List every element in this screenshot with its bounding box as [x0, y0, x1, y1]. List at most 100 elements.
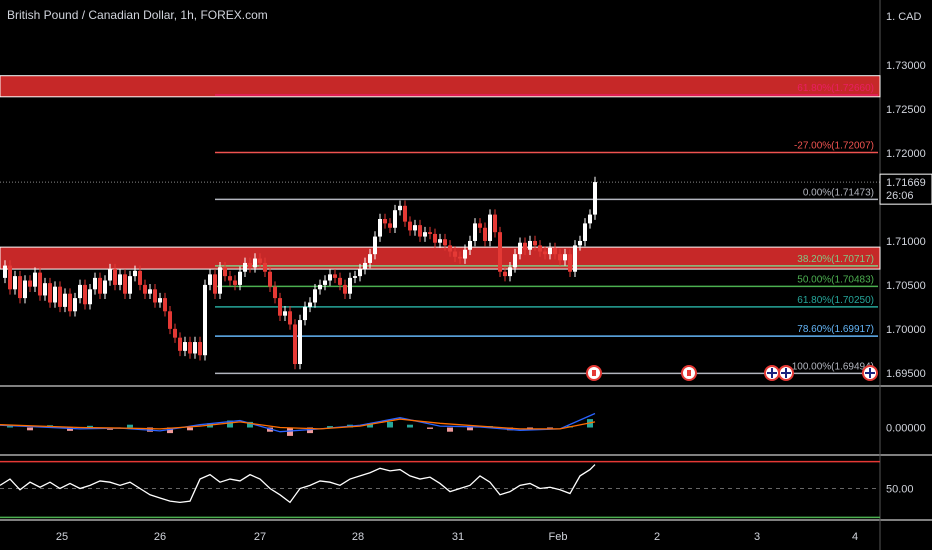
candle-body-29 — [143, 284, 147, 294]
candle-body-25 — [123, 274, 127, 294]
candle-body-23 — [113, 269, 117, 285]
candle-body-96 — [478, 223, 482, 228]
macd-hist-4 — [87, 425, 93, 428]
macd-hist-15 — [307, 427, 313, 434]
candle-body-6 — [28, 280, 32, 287]
candle-body-66 — [328, 274, 332, 281]
macd-hist-26 — [527, 427, 533, 429]
x-tick-0: 25 — [56, 531, 68, 543]
candle-body-22 — [108, 269, 112, 281]
candle-body-88 — [438, 239, 442, 243]
candle-body-118 — [588, 214, 592, 224]
maple-leaf-icon — [687, 370, 691, 376]
candle-body-100 — [498, 232, 502, 272]
candle-body-14 — [68, 293, 72, 312]
macd-panel — [0, 412, 596, 436]
fib-label-6: 78.60%(1.69917) — [797, 324, 874, 335]
macd-hist-9 — [187, 427, 193, 431]
candle-body-34 — [168, 311, 172, 329]
candle-body-37 — [183, 342, 187, 351]
price-tag-countdown: 26:06 — [886, 190, 914, 202]
candle-body-104 — [518, 242, 522, 255]
macd-hist-6 — [127, 424, 133, 428]
candle-body-9 — [43, 283, 47, 296]
candle-body-84 — [418, 225, 422, 237]
candle-body-36 — [178, 337, 182, 351]
candle-body-45 — [223, 267, 227, 277]
candle-body-10 — [48, 283, 52, 303]
candle-body-38 — [188, 342, 192, 354]
x-tick-7: 3 — [754, 531, 760, 543]
fib-label-3: 38.20%(1.70717) — [797, 254, 874, 265]
candle-body-111 — [553, 247, 557, 255]
resistance-zone-0 — [0, 75, 881, 98]
candle-body-110 — [548, 247, 552, 255]
x-tick-5: Feb — [549, 531, 568, 543]
candle-body-24 — [118, 274, 122, 285]
candle-body-56 — [278, 298, 282, 316]
macd-hist-23 — [467, 427, 473, 431]
candle-body-68 — [338, 277, 342, 285]
candle-body-28 — [138, 270, 142, 285]
macd-hist-14 — [287, 427, 293, 436]
y-tick-6: 1.70000 — [886, 324, 926, 336]
candle-body-93 — [463, 249, 467, 259]
candle-body-108 — [538, 245, 542, 252]
candle-body-115 — [573, 245, 577, 272]
candle-body-21 — [103, 280, 107, 294]
signal-line — [0, 418, 596, 430]
candle-body-55 — [273, 286, 277, 299]
candle-body-98 — [488, 214, 492, 241]
candle-body-11 — [53, 286, 57, 303]
candle-body-82 — [408, 221, 412, 231]
candle-body-53 — [263, 262, 267, 272]
candle-body-76 — [378, 218, 382, 237]
fib-label-5: 61.80%(1.70250) — [797, 295, 874, 306]
macd-hist-18 — [367, 423, 373, 428]
candle-body-30 — [148, 289, 152, 294]
currency-label: 1. CAD — [886, 11, 922, 23]
candle-body-26 — [128, 276, 132, 294]
macd-zero-tick: 0.00000 — [886, 423, 926, 435]
candle-body-1 — [3, 265, 7, 278]
candle-body-80 — [398, 205, 402, 211]
candle-body-39 — [193, 342, 197, 354]
candle-body-52 — [258, 258, 262, 263]
candle-body-64 — [318, 284, 322, 290]
candle-body-72 — [358, 269, 362, 277]
candle-body-73 — [363, 262, 367, 270]
y-tick-4: 1.71000 — [886, 236, 926, 248]
candle-body-85 — [423, 232, 427, 237]
candle-body-101 — [503, 271, 507, 277]
candle-body-106 — [528, 240, 532, 250]
macd-line — [0, 412, 596, 433]
candle-body-90 — [448, 245, 452, 252]
x-tick-6: 2 — [654, 531, 660, 543]
candle-body-69 — [343, 284, 347, 294]
candle-body-117 — [583, 223, 587, 241]
macd-hist-16 — [327, 426, 333, 428]
maple-leaf-icon — [592, 370, 596, 376]
candle-body-2 — [8, 265, 12, 290]
candle-body-7 — [33, 272, 37, 287]
rsi-line — [0, 464, 596, 504]
candle-body-12 — [58, 286, 62, 307]
candle-body-65 — [323, 280, 327, 285]
x-tick-3: 28 — [352, 531, 364, 543]
candle-body-43 — [213, 274, 217, 294]
fib-label-0: 61.80%(1.72660) — [797, 83, 874, 94]
candle-body-77 — [383, 218, 387, 224]
price-candles — [3, 176, 597, 370]
candle-body-81 — [403, 205, 407, 222]
candle-body-16 — [78, 284, 82, 299]
y-tick-7: 1.69500 — [886, 368, 926, 380]
candle-body-105 — [523, 242, 527, 250]
macd-hist-8 — [167, 427, 173, 434]
candle-body-33 — [163, 298, 167, 312]
candle-body-103 — [513, 254, 517, 268]
chart-title: British Pound / Canadian Dollar, 1h, FOR… — [7, 8, 268, 22]
fibonacci-levels: 61.80%(1.72660) -27.00%(1.72007) 0.00%(1.7… — [0, 83, 880, 375]
candle-body-50 — [248, 262, 252, 268]
